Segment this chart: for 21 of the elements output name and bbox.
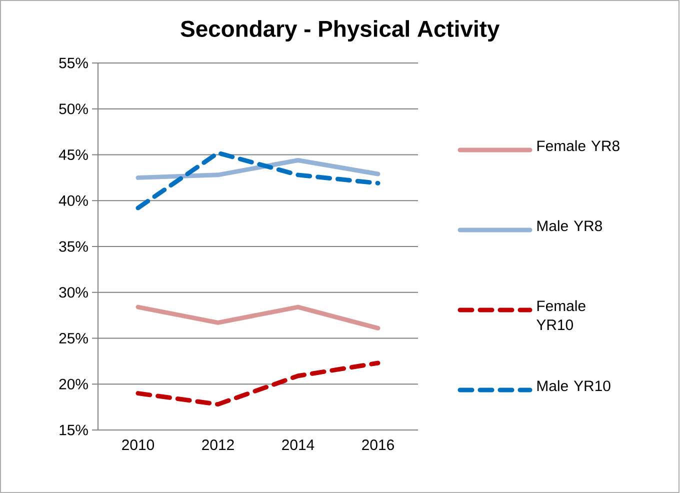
legend-label: Male YR8 — [537, 220, 602, 232]
x-tick-label: 2014 — [282, 440, 314, 450]
y-tick-label: 40% — [58, 195, 88, 206]
line-series — [136, 150, 380, 210]
y-tick-label: 50% — [59, 104, 88, 114]
x-tick-label: 2016 — [362, 440, 394, 450]
x-tick-label: 2012 — [202, 440, 234, 450]
line-series — [136, 360, 380, 407]
chart-title: Secondary - Physical Activity — [180, 20, 500, 42]
y-tick-label: 25% — [59, 332, 88, 344]
y-tick-label: 30% — [59, 287, 88, 298]
x-tick-label: 2010 — [122, 440, 154, 450]
y-tick-label: 20% — [59, 378, 88, 390]
line-series — [136, 158, 380, 180]
y-tick-label: 55% — [59, 58, 88, 68]
legend-label: Female YR10 — [536, 300, 586, 330]
y-tick-label: 45% — [58, 150, 88, 160]
y-tick-label: 35% — [59, 241, 88, 252]
y-tick-label: 15% — [60, 424, 88, 436]
legend-label: Male YR10 — [537, 380, 610, 392]
legend-label: Female YR8 — [537, 140, 620, 152]
